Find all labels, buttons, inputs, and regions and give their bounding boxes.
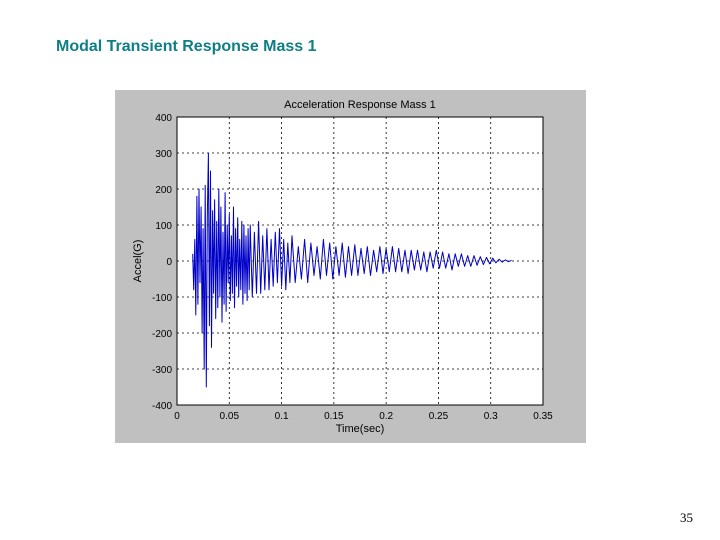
- y-tick-label: -200: [152, 329, 172, 340]
- series-group: [192, 152, 512, 388]
- chart-frame: Acceleration Response Mass 1 0 0.05 0.1 0.1…: [115, 90, 586, 443]
- y-tick-label: 400: [155, 113, 172, 124]
- x-tick-label: 0.2: [379, 411, 393, 422]
- x-axis-title: Time(sec): [336, 423, 384, 435]
- x-tick-label: 0.3: [484, 411, 498, 422]
- x-tick-label: 0.1: [275, 411, 289, 422]
- chart-title: Acceleration Response Mass 1: [284, 99, 436, 111]
- x-tick-label: 0.35: [533, 411, 553, 422]
- x-tick-label: 0.05: [220, 411, 240, 422]
- grid-lines: [177, 117, 543, 405]
- series-line-0: [192, 152, 512, 388]
- tick-labels: 0 0.05 0.1 0.15 0.2 0.25 0.3 0.354003002001000-…: [152, 113, 553, 422]
- slide-title: Modal Transient Response Mass 1: [56, 38, 317, 55]
- y-tick-label: 0: [166, 257, 172, 268]
- x-tick-label: 0.15: [324, 411, 344, 422]
- page-number: 35: [680, 510, 693, 525]
- y-tick-label: -100: [152, 293, 172, 304]
- y-axis-title: Accel(G): [132, 240, 144, 283]
- x-tick-label: 0: [174, 411, 180, 422]
- y-tick-label: 300: [155, 149, 172, 160]
- plot-border: [176, 116, 544, 406]
- y-tick-label: 100: [155, 221, 172, 232]
- chart-svg: Acceleration Response Mass 1 0 0.05 0.1 0.1…: [132, 99, 553, 435]
- y-tick-label: -300: [152, 365, 172, 376]
- x-tick-label: 0.25: [429, 411, 449, 422]
- y-tick-label: 200: [155, 185, 172, 196]
- y-tick-label: -400: [152, 401, 172, 412]
